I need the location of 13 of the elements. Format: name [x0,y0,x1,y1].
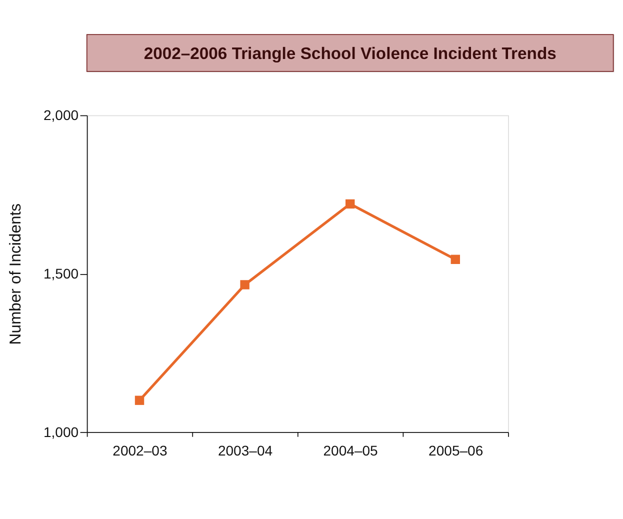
x-tick-label: 2003–04 [218,442,273,458]
point [346,199,355,209]
point [240,280,250,290]
x-tick-label: 2005–06 [428,442,484,458]
x-tick-label: 2002–03 [112,442,168,458]
x-tick-label: 2004–05 [323,442,378,458]
y-tick-label: 1,000 [43,424,79,440]
point [134,396,144,405]
y-axis-title: Number of Incidents [8,203,25,345]
y-tick-label: 1,500 [43,265,79,282]
y-tick-label: 2,000 [43,107,79,124]
point [450,254,460,264]
chart-title: 2002–2006 Triangle School Violence Incident Trends [144,44,556,64]
